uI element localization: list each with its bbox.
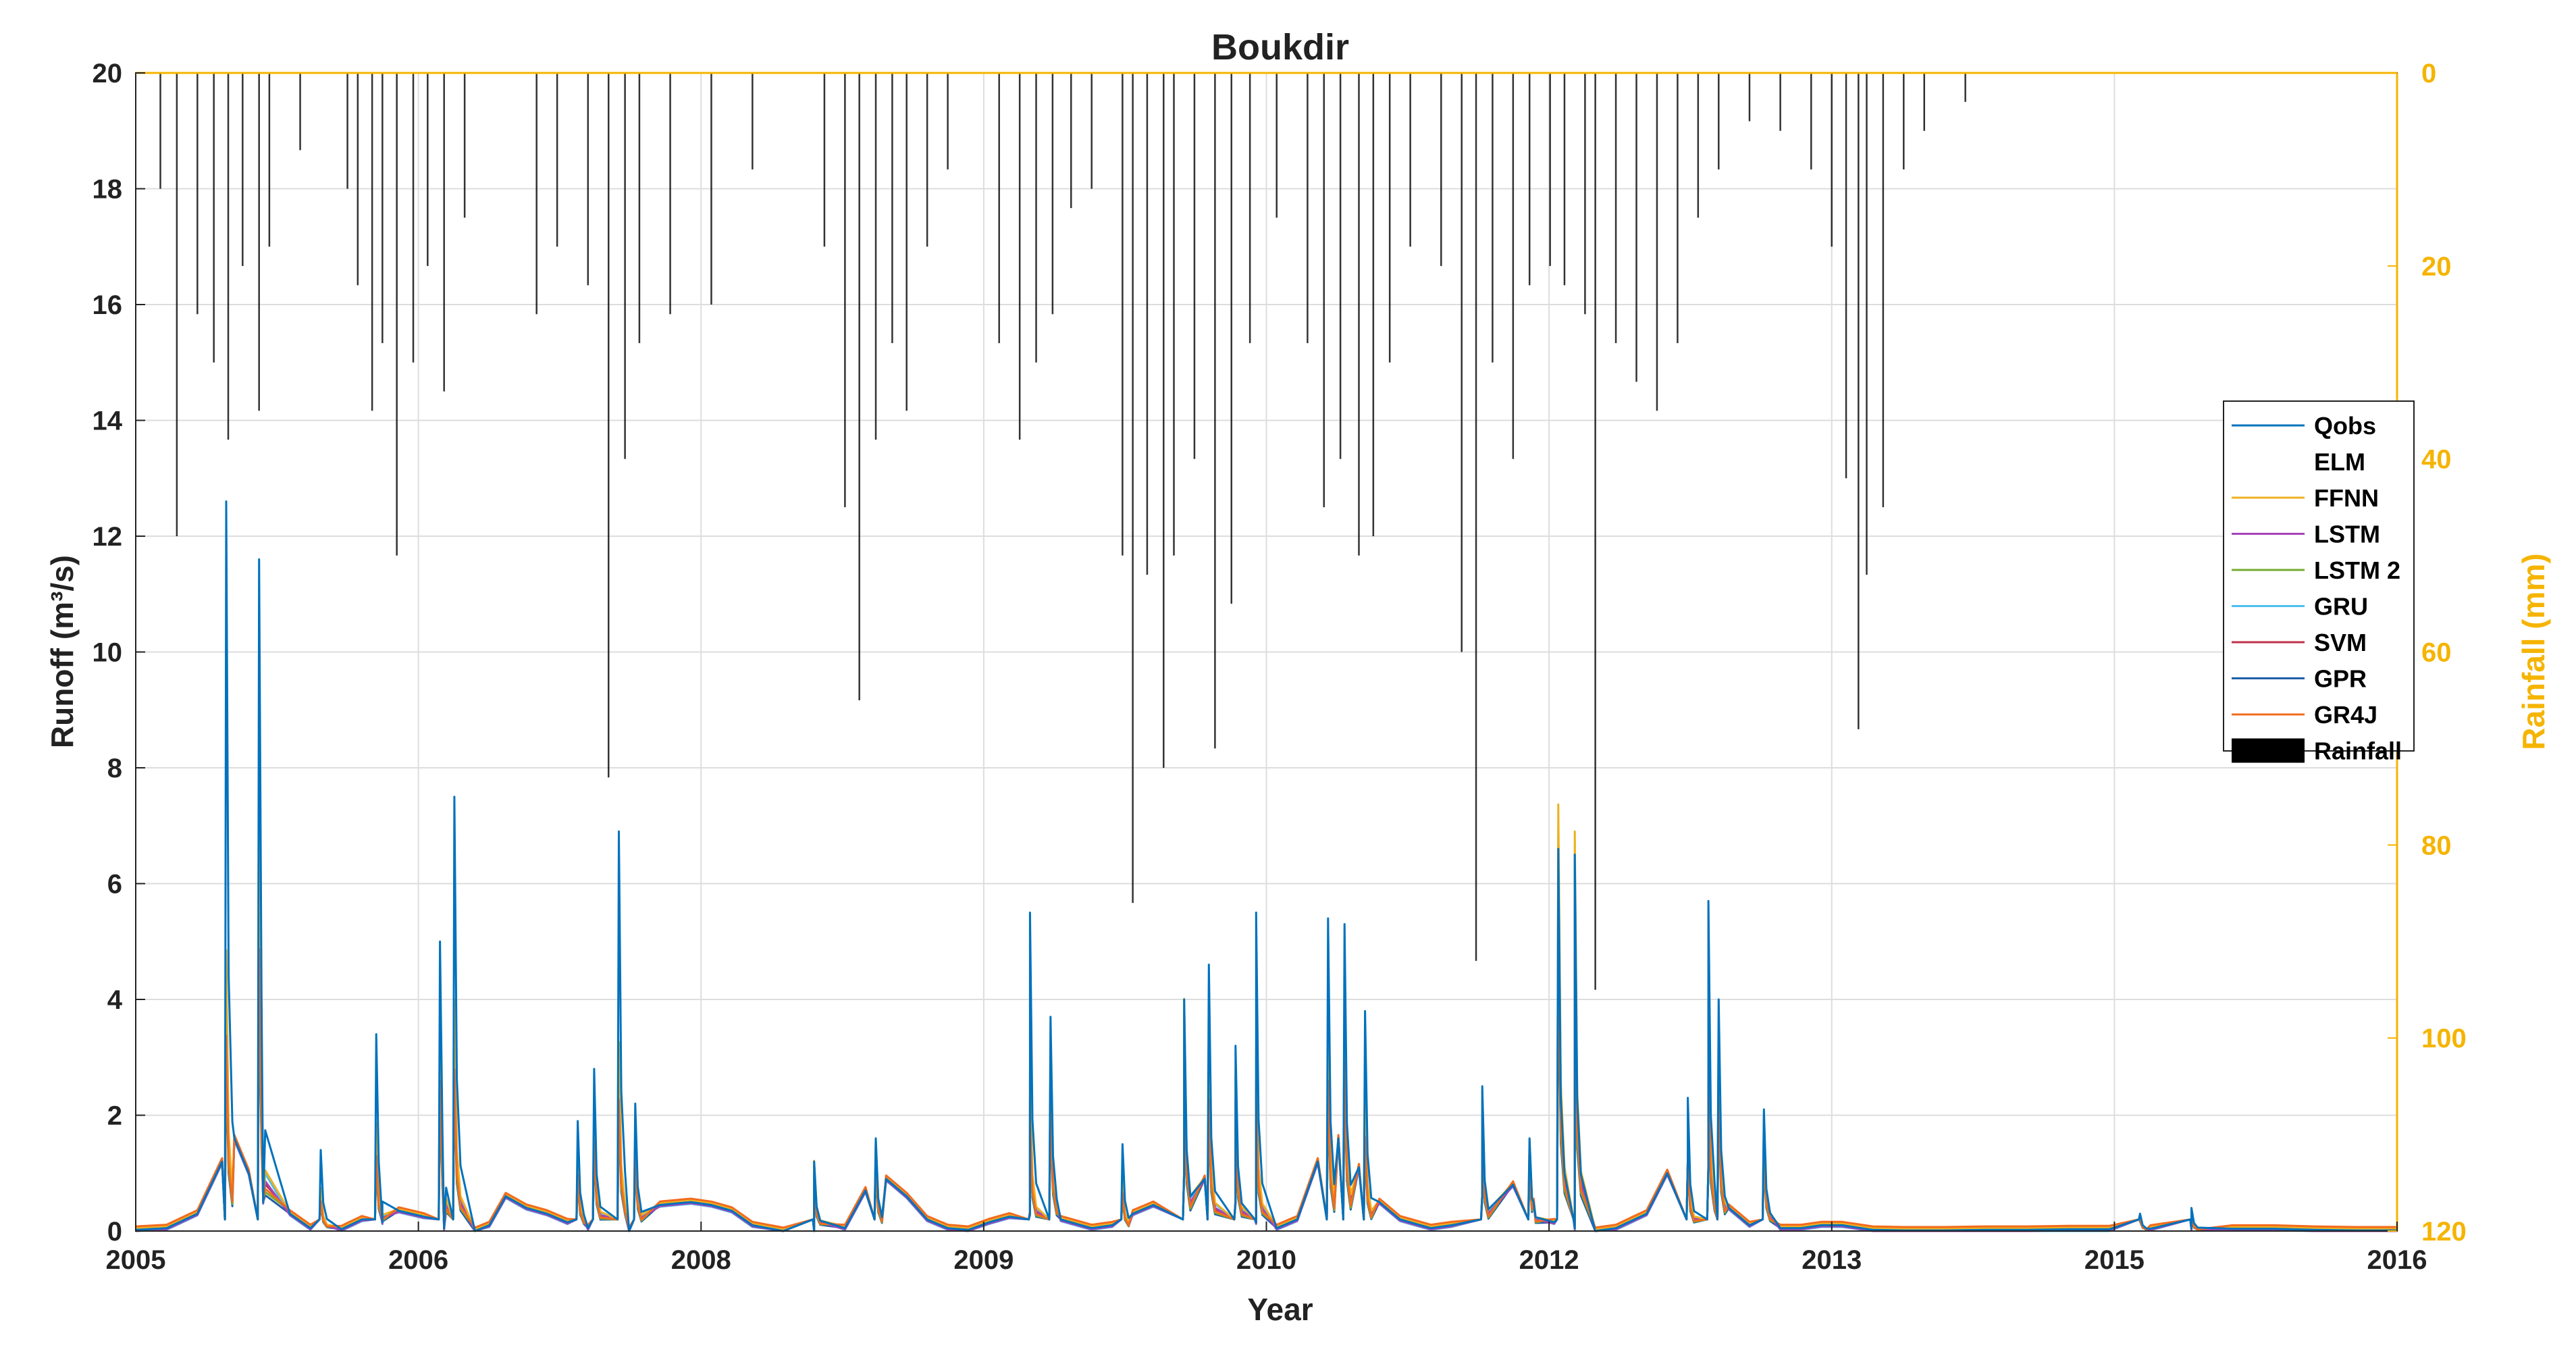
runoff-series <box>135 500 2397 1232</box>
y2-tick-label: 40 <box>2421 445 2452 475</box>
legend-label-ffnn: FFNN <box>2314 484 2379 512</box>
y-axis-label: Runoff (m³/s) <box>45 555 80 748</box>
legend-label-lstm: LSTM <box>2314 521 2380 548</box>
y-tick-label: 14 <box>93 407 123 436</box>
legend-box <box>2223 400 2415 752</box>
x-tick-label: 2008 <box>671 1245 731 1275</box>
x-tick-label: 2015 <box>2084 1245 2145 1275</box>
left-axis-ticks: 0 2 4 6 8 10 12 14 16 18 20 <box>93 59 145 1247</box>
legend-label-rainfall: Rainfall <box>2314 737 2402 765</box>
legend-label-elm: ELM <box>2314 448 2365 476</box>
x-tick-label: 2005 <box>106 1245 166 1275</box>
y-tick-label: 6 <box>107 870 122 899</box>
legend-swatch-rainfall <box>2232 738 2305 763</box>
legend-label-qobs: Qobs <box>2314 412 2376 440</box>
x-tick-label: 2013 <box>1802 1245 1862 1275</box>
y-tick-label: 16 <box>93 290 123 320</box>
chart-title: Boukdir <box>1211 27 1349 68</box>
legend: Qobs ELM FFNN LSTM LSTM 2 GRU SVM GPR GR4J Rainfa… <box>2223 400 2415 765</box>
x-tick-label: 2016 <box>2367 1245 2427 1275</box>
y-tick-label: 8 <box>107 754 122 783</box>
y-tick-label: 12 <box>93 522 123 552</box>
right-axis-ticks: 0 20 40 60 80 100 120 <box>2388 59 2467 1247</box>
y-tick-label: 20 <box>93 59 123 88</box>
legend-label-gpr: GPR <box>2314 665 2367 693</box>
y2-tick-label: 120 <box>2421 1217 2467 1247</box>
x-tick-label: 2006 <box>388 1245 448 1275</box>
legend-label-lstm-2: LSTM 2 <box>2314 556 2400 584</box>
y-tick-label: 0 <box>107 1217 122 1247</box>
legend-label-gru: GRU <box>2314 593 2368 621</box>
x-tick-label: 2009 <box>953 1245 1014 1275</box>
y2-tick-label: 20 <box>2421 252 2452 282</box>
x-axis-label: Year <box>1247 1292 1313 1327</box>
y-tick-label: 10 <box>93 638 123 668</box>
y2-tick-label: 0 <box>2421 59 2436 88</box>
y-tick-label: 2 <box>107 1101 122 1131</box>
x-axis-ticks: 2005 2006 2008 2009 2010 2012 2013 2015 2016 <box>106 1222 2427 1275</box>
y2-axis-label: Rainfall (mm) <box>2516 553 2551 750</box>
y-tick-label: 4 <box>107 985 123 1015</box>
legend-label-svm: SVM <box>2314 629 2367 656</box>
y-tick-label: 18 <box>93 175 123 205</box>
x-tick-label: 2012 <box>1519 1245 1579 1275</box>
y2-tick-label: 80 <box>2421 831 2452 860</box>
y2-tick-label: 60 <box>2421 638 2452 668</box>
x-tick-label: 2010 <box>1236 1245 1296 1275</box>
rainfall-bars <box>159 73 1966 990</box>
series-qobs <box>135 500 2397 1232</box>
legend-label-gr4j: GR4J <box>2314 701 2377 729</box>
y2-tick-label: 100 <box>2421 1024 2467 1053</box>
